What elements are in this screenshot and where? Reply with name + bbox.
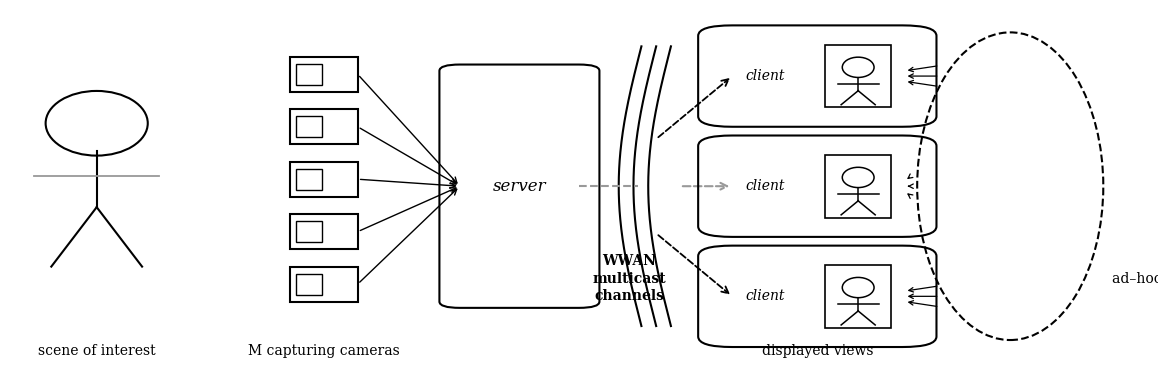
Text: displayed views: displayed views xyxy=(762,344,873,358)
Text: client: client xyxy=(746,69,785,83)
Text: client: client xyxy=(746,179,785,193)
Text: M capturing cameras: M capturing cameras xyxy=(248,344,400,358)
Text: ad–hoc WLAN: ad–hoc WLAN xyxy=(1113,272,1158,286)
Text: server: server xyxy=(492,178,547,195)
Text: scene of interest: scene of interest xyxy=(38,344,155,358)
Text: WWAN
multicast
channels: WWAN multicast channels xyxy=(592,254,666,303)
Text: client: client xyxy=(746,289,785,303)
